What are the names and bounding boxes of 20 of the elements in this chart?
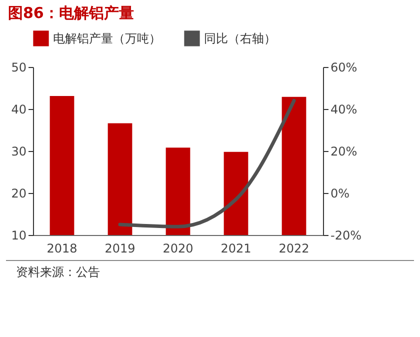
- chart-title: 图86：电解铝产量: [7, 3, 135, 24]
- legend-label: 同比（右轴）: [204, 31, 276, 46]
- line-series: [118, 98, 296, 228]
- x-tick-label: 2021: [220, 242, 252, 256]
- y-tick-label: 40: [11, 102, 26, 116]
- y-tick-label: 50: [11, 60, 26, 74]
- x-tick-label: 2019: [104, 242, 136, 256]
- y2-tick-label: -20%: [330, 228, 362, 242]
- y-tick-label: 30: [11, 144, 26, 158]
- x-tick-label: 2020: [162, 242, 194, 256]
- text: 资料来源：公告: [15, 264, 101, 281]
- y2-tick-label: 20%: [330, 144, 358, 158]
- y-tick-label: 20: [11, 186, 26, 200]
- y2-tick-label: 40%: [330, 102, 358, 116]
- y-tick-label: 10: [11, 228, 26, 242]
- x-tick-label: 2018: [46, 242, 78, 256]
- x-tick-label: 2022: [278, 242, 310, 256]
- y2-tick-label: 60%: [330, 60, 358, 74]
- legend-label: 电解铝产量（万吨）: [53, 31, 161, 46]
- y2-tick-label: 0%: [330, 186, 350, 200]
